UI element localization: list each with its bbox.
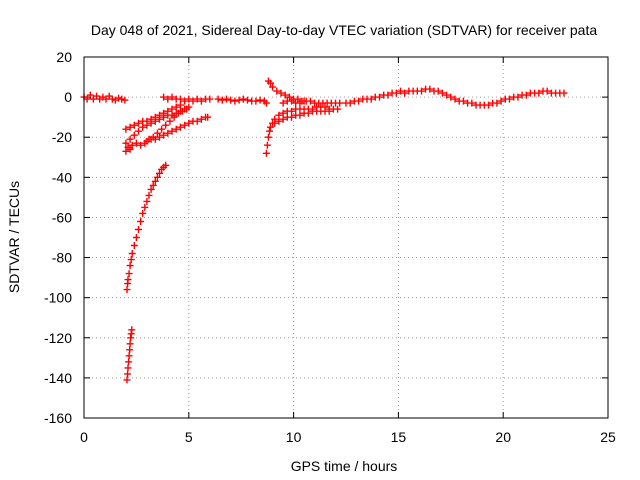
y-tick-label: -160 <box>44 410 72 426</box>
x-tick-label: 5 <box>185 429 193 445</box>
plot-frame <box>83 56 609 419</box>
x-tick-label: 10 <box>286 429 302 445</box>
y-tick-label: 0 <box>64 89 72 105</box>
y-tick-label: -100 <box>44 290 72 306</box>
y-tick-label: -20 <box>52 129 72 145</box>
y-tick-label: -80 <box>52 250 72 266</box>
y-axis-label: SDTVAR / TECUs <box>6 181 22 293</box>
x-tick-label: 20 <box>495 429 511 445</box>
x-tick-labels: 0 5 10 15 20 25 <box>80 429 616 445</box>
y-tick-label: -60 <box>52 209 72 225</box>
y-tick-labels: 20 0 -20 -40 -60 -80 -100 -120 -140 -160 <box>44 49 72 426</box>
grid-lines <box>84 57 608 418</box>
x-tick-label: 25 <box>600 429 616 445</box>
x-tick-label: 0 <box>80 429 88 445</box>
y-tick-label: -120 <box>44 330 72 346</box>
chart-title: Day 048 of 2021, Sidereal Day-to-day VTE… <box>91 22 598 38</box>
y-tick-label: -140 <box>44 370 72 386</box>
y-tick-label: 20 <box>56 49 72 65</box>
x-axis-label: GPS time / hours <box>291 458 398 474</box>
x-tick-label: 15 <box>391 429 407 445</box>
y-tick-label: -40 <box>52 169 72 185</box>
